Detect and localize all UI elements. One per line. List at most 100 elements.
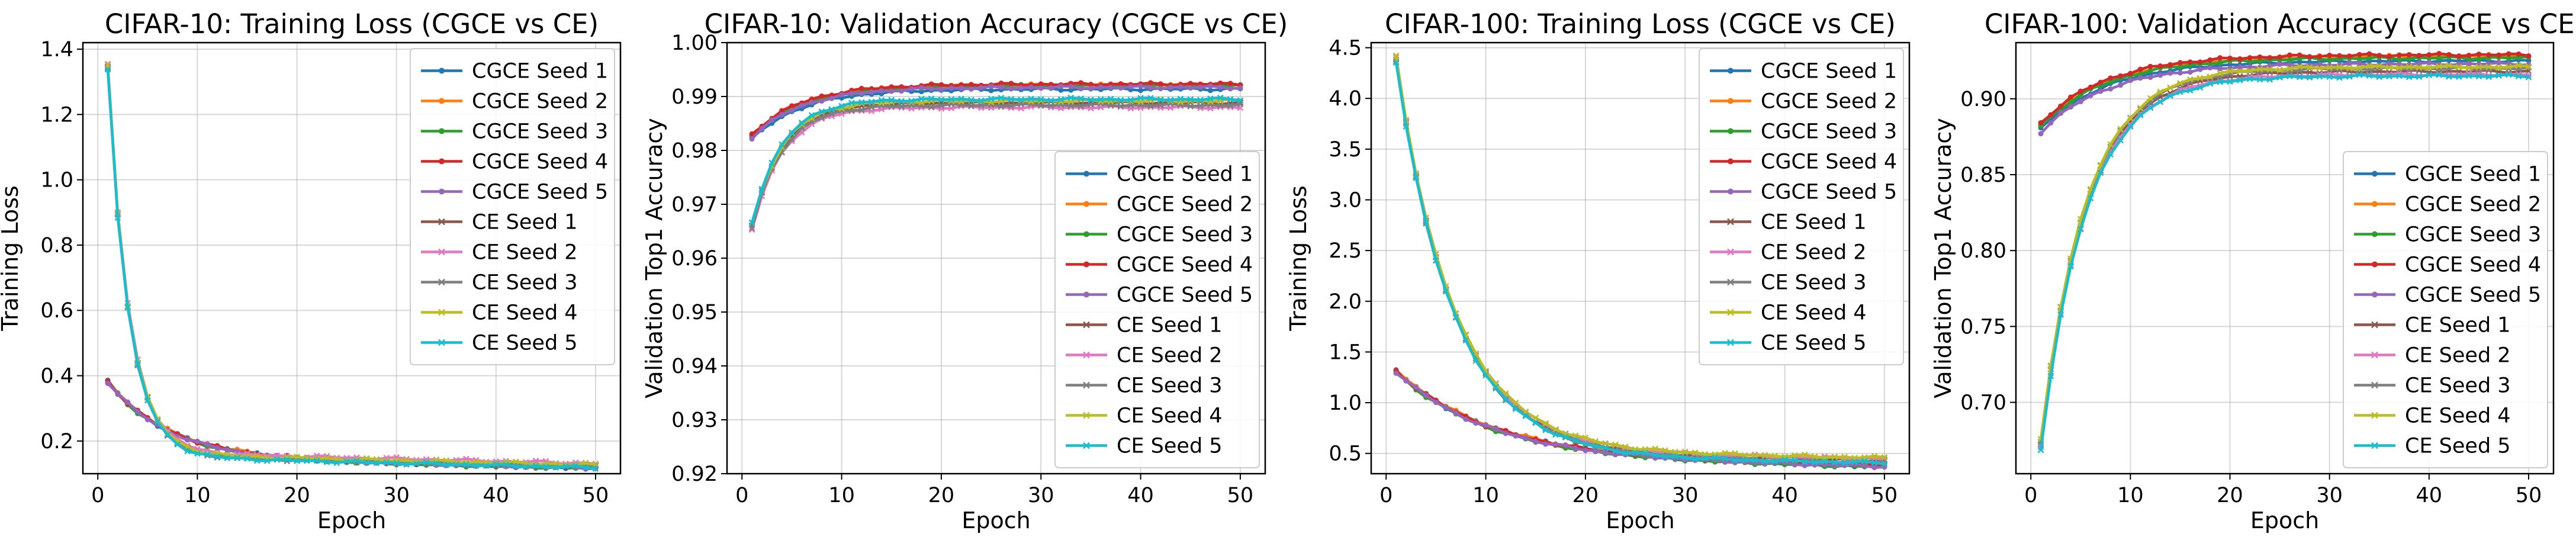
data-point bbox=[1118, 85, 1124, 91]
data-point bbox=[918, 95, 925, 102]
data-point bbox=[1157, 102, 1164, 108]
y-tick-label: 1.0 bbox=[1329, 391, 1362, 415]
data-point bbox=[768, 159, 776, 166]
data-point bbox=[1138, 88, 1144, 94]
data-point bbox=[244, 455, 250, 462]
data-point bbox=[2346, 73, 2353, 80]
data-point bbox=[1771, 452, 1779, 459]
data-point bbox=[2297, 52, 2302, 58]
data-point bbox=[1493, 426, 1498, 432]
data-point bbox=[1831, 459, 1838, 465]
data-point bbox=[888, 97, 895, 104]
data-point bbox=[2077, 88, 2083, 94]
data-point bbox=[1612, 448, 1619, 455]
data-point bbox=[2387, 53, 2392, 59]
data-point bbox=[1821, 458, 1828, 465]
data-point bbox=[1592, 443, 1599, 450]
data-point bbox=[2505, 63, 2512, 70]
data-point bbox=[2446, 52, 2452, 57]
data-point bbox=[2186, 76, 2194, 83]
data-point bbox=[1067, 94, 1075, 101]
data-point bbox=[1523, 435, 1529, 441]
data-point bbox=[2307, 54, 2313, 60]
data-point bbox=[2336, 53, 2342, 59]
data-point bbox=[918, 85, 924, 91]
legend-label: CGCE Seed 3 bbox=[1761, 120, 1897, 144]
legend-marker bbox=[2372, 201, 2378, 207]
legend-label: CE Seed 2 bbox=[2405, 344, 2511, 368]
data-point bbox=[2177, 60, 2183, 66]
data-point bbox=[2326, 64, 2333, 71]
data-point bbox=[2108, 75, 2114, 81]
data-point bbox=[2506, 51, 2511, 57]
series-line bbox=[750, 102, 1241, 229]
data-point bbox=[185, 437, 191, 443]
data-point bbox=[1811, 453, 1818, 460]
data-point bbox=[1018, 85, 1024, 91]
data-point bbox=[1841, 454, 1848, 460]
data-point bbox=[749, 136, 755, 142]
legend-marker bbox=[439, 158, 445, 165]
data-point bbox=[978, 85, 984, 91]
legend-label: CE Seed 4 bbox=[472, 301, 578, 325]
legend-marker bbox=[1728, 98, 1734, 104]
legend-marker bbox=[2371, 321, 2378, 329]
data-point bbox=[1217, 84, 1223, 90]
y-axis-label: Training Loss bbox=[0, 185, 23, 331]
data-point bbox=[2316, 73, 2323, 80]
data-point bbox=[1207, 83, 1213, 89]
data-point bbox=[2207, 80, 2214, 87]
data-point bbox=[433, 460, 440, 467]
data-point bbox=[2446, 73, 2452, 80]
chart-title: CIFAR-10: Validation Accuracy (CGCE vs C… bbox=[705, 8, 1288, 40]
x-tick-label: 30 bbox=[1672, 484, 1699, 507]
data-point bbox=[1157, 81, 1163, 87]
data-point bbox=[2426, 60, 2432, 66]
data-point bbox=[2237, 64, 2243, 70]
data-point bbox=[2456, 53, 2462, 59]
data-point bbox=[2455, 63, 2462, 70]
data-point bbox=[1522, 413, 1529, 419]
data-point bbox=[2088, 84, 2093, 90]
data-point bbox=[2277, 61, 2283, 67]
data-point bbox=[2038, 131, 2044, 137]
x-tick-label: 30 bbox=[383, 484, 410, 507]
data-point bbox=[2098, 79, 2104, 85]
data-point bbox=[562, 463, 569, 470]
data-point bbox=[1771, 458, 1779, 465]
data-point bbox=[2465, 65, 2472, 72]
y-tick-label: 1.0 bbox=[40, 169, 73, 192]
data-point bbox=[2108, 79, 2114, 85]
data-point bbox=[819, 93, 825, 99]
data-point bbox=[2237, 56, 2243, 62]
data-point bbox=[2137, 66, 2143, 72]
legend-label: CE Seed 3 bbox=[472, 271, 578, 295]
data-point bbox=[769, 117, 775, 123]
data-point bbox=[2137, 105, 2144, 111]
data-point bbox=[1107, 95, 1114, 102]
legend-frame bbox=[2343, 151, 2548, 468]
data-point bbox=[1691, 456, 1699, 462]
data-point bbox=[2286, 57, 2292, 63]
data-point bbox=[1392, 59, 1400, 66]
data-point bbox=[1433, 257, 1439, 264]
data-point bbox=[1702, 455, 1709, 462]
data-point bbox=[2266, 76, 2273, 83]
y-tick-label: 1.5 bbox=[1329, 340, 1362, 364]
data-point bbox=[2147, 104, 2154, 111]
data-point bbox=[2495, 64, 2502, 71]
y-tick-label: 0.85 bbox=[1960, 163, 2006, 187]
data-point bbox=[253, 457, 261, 464]
data-point bbox=[1841, 459, 1848, 467]
data-point bbox=[2177, 80, 2183, 86]
data-point bbox=[2186, 87, 2194, 94]
data-point bbox=[938, 102, 945, 109]
data-point bbox=[2406, 52, 2412, 57]
legend-marker bbox=[1728, 188, 1734, 195]
data-point bbox=[968, 82, 974, 88]
chart-panel: 0 10 20 30 40 50 0.5 1.0 1.5 2.0 2.5 3.0 3.5 4.0 4.5 CI… bbox=[1285, 8, 1911, 533]
y-tick-label: 0.80 bbox=[1960, 239, 2006, 263]
data-point bbox=[2416, 53, 2422, 59]
y-tick-label: 0.98 bbox=[671, 139, 718, 163]
data-point bbox=[1147, 80, 1153, 86]
